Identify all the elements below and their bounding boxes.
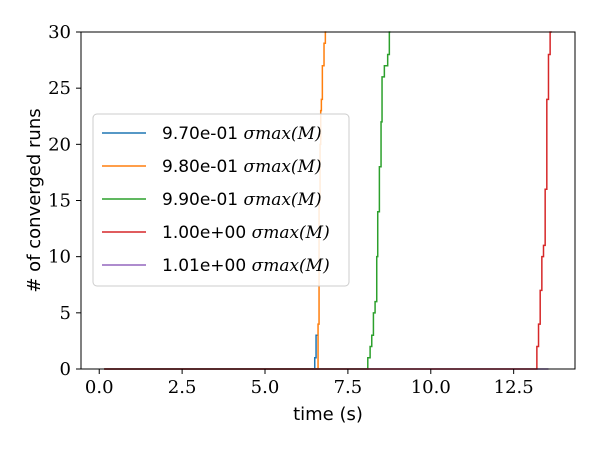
y-tick-label: 5 <box>60 303 71 324</box>
legend-item: 9.70e-01 σmax(M) <box>102 124 322 144</box>
legend-label: 1.01e+00 σmax(M) <box>162 256 330 276</box>
y-tick-label: 10 <box>48 247 71 268</box>
y-tick-label: 0 <box>60 359 71 380</box>
series-line-1 <box>104 31 327 370</box>
legend-label: 1.00e+00 σmax(M) <box>162 223 330 243</box>
y-tick-label: 15 <box>48 191 71 212</box>
series-line-0 <box>104 334 319 370</box>
x-tick-label: 5.0 <box>251 377 280 398</box>
legend-label: 9.70e-01 σmax(M) <box>162 124 322 144</box>
series-line-2 <box>104 31 391 370</box>
legend: 9.70e-01 σmax(M) 9.80e-01 σmax(M) 9.90e-01… <box>92 113 350 287</box>
x-tick-label: 2.5 <box>168 377 197 398</box>
x-axis-ticks: 0.0 2.5 5.0 7.5 10.0 12.5 <box>85 369 534 398</box>
legend-item: 9.90e-01 σmax(M) <box>102 190 322 210</box>
legend-items: 9.70e-01 σmax(M) 9.80e-01 σmax(M) 9.90e-01… <box>102 124 330 276</box>
legend-label: 9.80e-01 σmax(M) <box>162 157 322 177</box>
legend-item: 1.00e+00 σmax(M) <box>102 223 330 243</box>
y-tick-label: 30 <box>48 22 71 43</box>
legend-item: 1.01e+00 σmax(M) <box>102 256 330 276</box>
legend-label: 9.90e-01 σmax(M) <box>162 190 322 210</box>
y-tick-label: 20 <box>48 134 71 155</box>
x-tick-label: 12.5 <box>494 377 534 398</box>
y-axis-ticks: 0 5 10 15 20 25 30 <box>48 22 81 380</box>
x-axis-label: time (s) <box>293 404 363 425</box>
x-tick-label: 0.0 <box>85 377 114 398</box>
y-axis-label: # of converged runs <box>24 108 45 292</box>
x-tick-label: 7.5 <box>334 377 363 398</box>
y-tick-label: 25 <box>48 78 71 99</box>
x-tick-label: 10.0 <box>411 377 451 398</box>
series-line-3 <box>104 31 552 370</box>
legend-box <box>92 113 350 287</box>
legend-item: 9.80e-01 σmax(M) <box>102 157 322 177</box>
